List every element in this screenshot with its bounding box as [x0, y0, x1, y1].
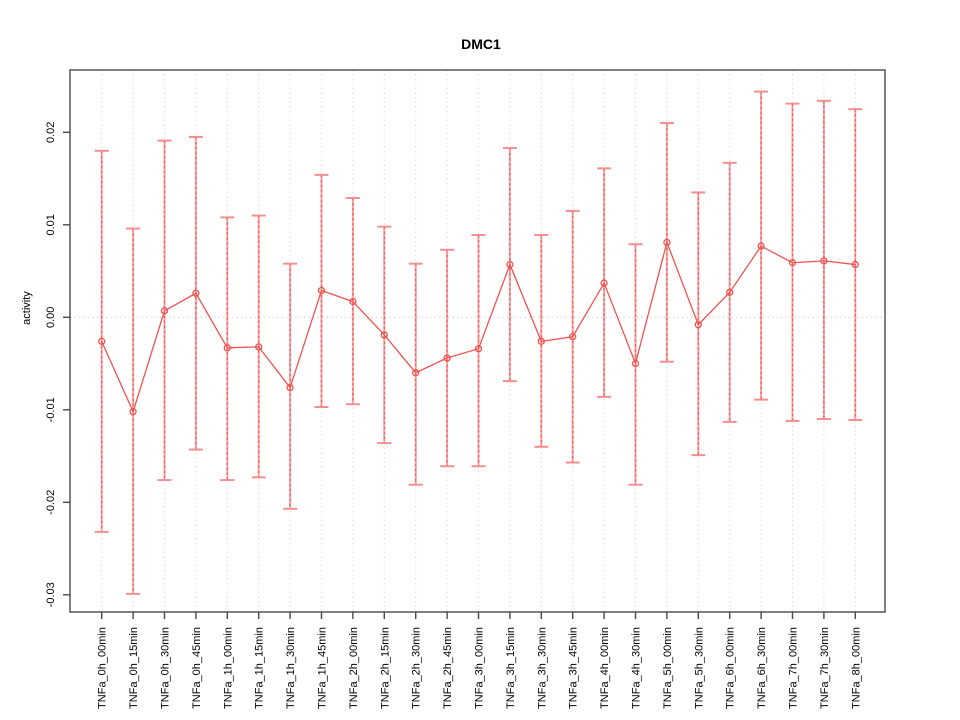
y-tick-label: -0.01 [45, 397, 57, 422]
data-point [506, 260, 514, 269]
x-tick-label: TNFa_4h_30min [631, 627, 643, 709]
error-bar [471, 233, 486, 468]
data-point [223, 344, 231, 352]
data-point [129, 407, 137, 416]
plot-frame [69, 69, 886, 613]
data-point [160, 307, 169, 315]
x-tick-label: TNFa_8h_00min [850, 627, 862, 709]
x-tick-label: TNFa_7h_00min [788, 627, 800, 709]
data-point [474, 345, 483, 353]
x-tick-label: TNFa_2h_30min [411, 627, 423, 709]
data-point [192, 289, 200, 297]
data-point [412, 369, 420, 377]
chart-title: DMC1 [461, 36, 501, 52]
data-point [851, 260, 859, 269]
x-tick-label: TNFa_0h_15min [128, 627, 140, 709]
data-point [726, 288, 734, 296]
data-point [569, 333, 577, 341]
error-bar [220, 216, 235, 482]
x-tick-label: TNFa_0h_45min [191, 627, 203, 709]
x-tick-label: TNFa_1h_45min [317, 627, 329, 709]
error-bar [816, 99, 831, 421]
x-tick-label: TNFa_6h_30min [756, 627, 768, 709]
x-tick-labels: TNFa_0h_00min TNFa_0h_15min TNFa_0h_30min T… [97, 627, 863, 709]
data-point [694, 321, 702, 329]
x-tick-label: TNFa_2h_45min [442, 627, 454, 709]
data-point [255, 343, 263, 351]
data-point [820, 257, 828, 265]
x-tick-label: TNFa_5h_30min [693, 627, 705, 709]
y-tick-label: -0.03 [45, 582, 57, 607]
x-tick-label: TNFa_0h_30min [160, 627, 172, 709]
x-tick-label: TNFa_3h_45min [568, 627, 580, 709]
data-point [317, 286, 326, 295]
y-tick-label: 0.02 [45, 122, 57, 143]
data-point [98, 337, 106, 346]
y-axis-ticks [63, 131, 70, 596]
x-tick-label: TNFa_3h_15min [505, 627, 517, 709]
x-tick-label: TNFa_6h_00min [725, 627, 737, 709]
data-point [349, 297, 357, 306]
x-tick-label: TNFa_0h_00min [97, 627, 109, 709]
x-tick-label: TNFa_2h_15min [379, 627, 391, 709]
error-bar [408, 262, 423, 486]
x-tick-label: TNFa_1h_15min [254, 627, 266, 709]
y-tick-labels: 0.02 0.01 0.00 -0.01 -0.02 -0.03 [45, 122, 57, 608]
y-tick-label: -0.02 [45, 490, 57, 515]
x-tick-label: TNFa_1h_30min [285, 627, 297, 709]
data-point [788, 259, 797, 267]
data-point [537, 337, 545, 346]
data-point [757, 242, 765, 250]
x-tick-label: TNFa_4h_00min [599, 627, 611, 709]
x-tick-label: TNFa_1h_00min [222, 627, 234, 709]
data-point [286, 383, 294, 392]
data-point [380, 331, 388, 339]
data-point [631, 359, 640, 368]
x-tick-label: TNFa_5h_00min [662, 627, 674, 709]
y-tick-label: 0.00 [45, 307, 57, 328]
series-line [101, 240, 856, 414]
data-point [663, 238, 671, 247]
error-bars [94, 90, 863, 595]
x-tick-label: TNFa_3h_00min [474, 627, 486, 709]
data-point [600, 279, 608, 287]
x-tick-label: TNFa_3h_30min [536, 627, 548, 709]
data-point [443, 354, 451, 362]
x-axis-ticks [100, 612, 856, 619]
x-tick-label: TNFa_2h_00min [348, 627, 360, 709]
data-points [98, 238, 859, 416]
x-tick-label: TNFa_7h_30min [819, 627, 831, 709]
y-tick-label: 0.01 [45, 214, 57, 235]
